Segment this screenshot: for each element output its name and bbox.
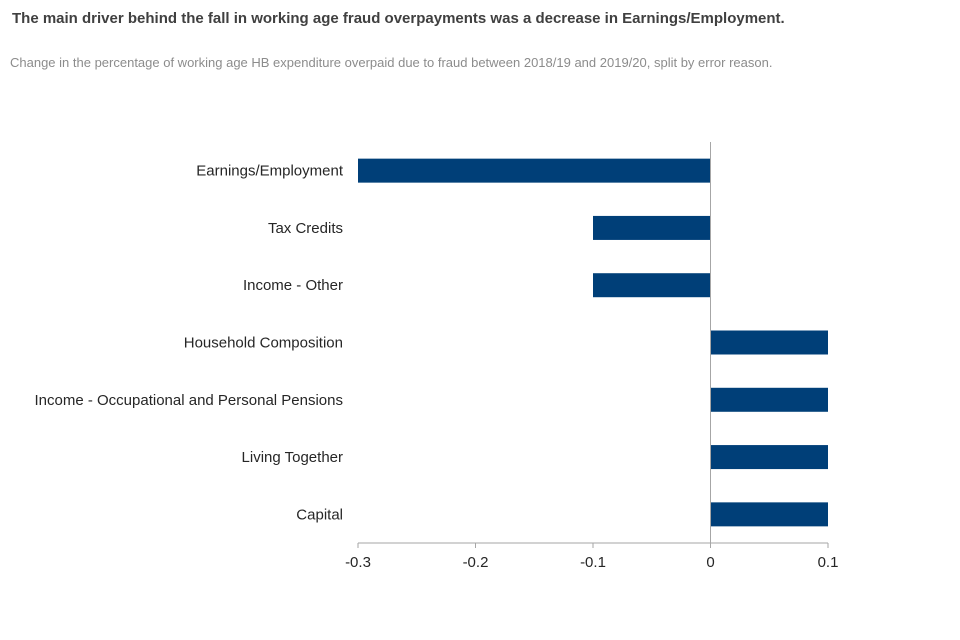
bar-income-other: [593, 273, 711, 298]
x-tick-label: -0.1: [580, 554, 606, 571]
bar-living-together: [710, 445, 828, 470]
category-label: Living Together: [242, 449, 343, 466]
category-label: Household Composition: [184, 335, 343, 352]
category-label: Capital: [296, 506, 343, 523]
chart-subtitle: Change in the percentage of working age …: [10, 55, 773, 70]
chart-title: The main driver behind the fall in worki…: [12, 10, 785, 27]
x-tick-label: -0.2: [463, 554, 489, 571]
bar-income-occupational-and-personal-pensions: [710, 387, 828, 412]
category-label: Income - Other: [243, 277, 343, 294]
x-tick-label: 0.1: [818, 554, 839, 571]
axes-layer: [357, 142, 829, 548]
x-tick-label: -0.3: [345, 554, 371, 571]
category-label: Earnings/Employment: [196, 163, 344, 180]
category-label: Tax Credits: [268, 220, 343, 237]
labels-layer: Earnings/Employment Tax Credits Income - O…: [34, 163, 838, 571]
x-tick-label: 0: [706, 554, 714, 571]
bar-capital: [710, 502, 828, 527]
bars-layer: [358, 158, 828, 527]
bar-household-composition: [710, 330, 828, 355]
category-label: Income - Occupational and Personal Pensi…: [34, 392, 343, 409]
bar-earnings-employment: [358, 158, 711, 183]
bar-tax-credits: [593, 215, 711, 240]
